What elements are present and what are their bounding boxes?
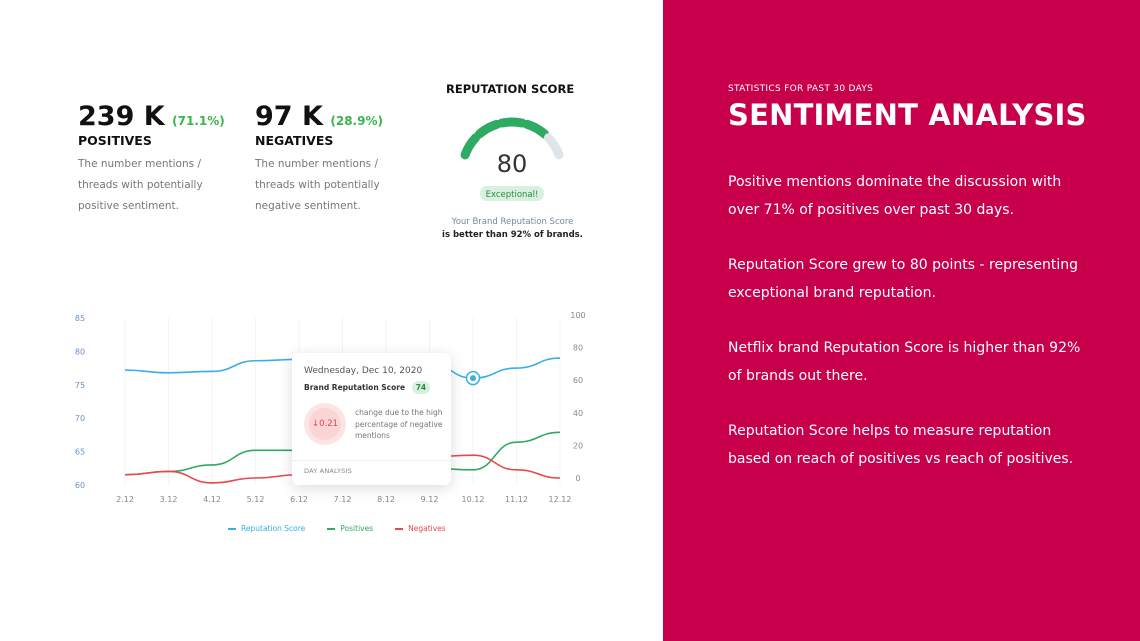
reputation-note: Your Brand Reputation Score is better th… xyxy=(440,216,585,242)
x-tick: 11.12 xyxy=(505,495,528,504)
tooltip-metric: Brand Reputation Score 74 xyxy=(304,381,431,394)
reputation-note-line2: is better than 92% of brands. xyxy=(442,230,583,240)
y-right-tick: 60 xyxy=(573,376,583,385)
legend-item[interactable]: Reputation Score xyxy=(228,524,305,533)
x-tick: 4.12 xyxy=(203,495,221,504)
panel-paragraph: Positive mentions dominate the discussio… xyxy=(728,174,1062,218)
kpi-positives: 239 K (71.1%) POSITIVES The number menti… xyxy=(78,101,258,217)
x-tick: 10.12 xyxy=(462,495,485,504)
tooltip-delta-text: change due to the high percentage of neg… xyxy=(355,408,443,440)
reputation-title: REPUTATION SCORE xyxy=(446,82,575,96)
negatives-pct: (28.9%) xyxy=(330,114,383,128)
reputation-gauge: 80 Exceptional! xyxy=(460,117,564,201)
legend-label: Negatives xyxy=(408,524,446,533)
y-axis-right: 100 80 60 40 20 0 xyxy=(570,311,585,483)
x-tick: 9.12 xyxy=(421,495,439,504)
x-tick: 3.12 xyxy=(160,495,178,504)
x-tick: 12.12 xyxy=(549,495,572,504)
x-tick: 2.12 xyxy=(116,495,134,504)
x-axis: 2.12 3.12 4.12 5.12 6.12 7.12 8.12 9.12 10.12 11.… xyxy=(116,495,571,504)
tooltip-metric-badge: 74 xyxy=(411,381,431,394)
tooltip-divider xyxy=(292,460,451,461)
panel-paragraphs: Positive mentions dominate the discussio… xyxy=(728,168,1088,500)
legend-label: Positives xyxy=(340,524,374,533)
gauge-segment xyxy=(460,133,481,160)
highlight-dot xyxy=(470,375,476,382)
tooltip-date: Wednesday, Dec 10, 2020 xyxy=(304,366,423,376)
positives-label: POSITIVES xyxy=(78,133,152,148)
gauge-segment xyxy=(474,119,502,139)
y-left-tick: 80 xyxy=(75,347,85,356)
y-left-tick: 70 xyxy=(75,414,85,423)
highlight-marker xyxy=(465,370,481,386)
tooltip-metric-label: Brand Reputation Score xyxy=(304,383,406,392)
reputation-note-line1: Your Brand Reputation Score xyxy=(451,217,574,227)
legend-swatch xyxy=(228,527,236,530)
gauge-segment xyxy=(522,119,550,139)
legend-item[interactable]: Negatives xyxy=(395,524,446,533)
tooltip-delta-circle: ↓0.21 xyxy=(304,403,346,445)
y-left-tick: 65 xyxy=(75,448,85,457)
positives-pct: (71.1%) xyxy=(172,114,225,128)
tooltip-delta: ↓0.21 xyxy=(309,408,341,440)
x-tick: 8.12 xyxy=(377,495,395,504)
legend-item[interactable]: Positives xyxy=(327,524,373,533)
gauge-arcs xyxy=(460,117,564,160)
panel-headline: SENTIMENT ANALYSIS xyxy=(728,98,1087,132)
kpi-negatives: 97 K (28.9%) NEGATIVES The number mentio… xyxy=(255,101,435,217)
gauge-segment xyxy=(543,133,564,160)
y-right-tick: 40 xyxy=(573,409,583,418)
panel-paragraph: Reputation Score helps to measure reputa… xyxy=(728,423,1074,467)
negatives-value: 97 K xyxy=(255,101,323,132)
positives-value: 239 K xyxy=(78,101,165,132)
panel-kicker: STATISTICS FOR PAST 30 DAYS xyxy=(728,84,874,94)
positives-desc: The number mentions / threads with poten… xyxy=(78,158,203,212)
y-right-tick: 100 xyxy=(570,311,585,320)
legend-swatch xyxy=(327,527,336,530)
chart-legend: Reputation Score Positives Negatives xyxy=(228,524,446,533)
x-tick: 6.12 xyxy=(290,495,308,504)
negatives-label: NEGATIVES xyxy=(255,133,334,148)
legend-swatch xyxy=(395,527,404,530)
panel-paragraph: Netflix brand Reputation Score is higher… xyxy=(728,340,1081,384)
legend-label: Reputation Score xyxy=(241,524,306,533)
reputation-badge: Exceptional! xyxy=(486,190,539,200)
y-right-tick: 0 xyxy=(575,474,580,483)
reputation-score: 80 xyxy=(497,150,528,178)
y-right-tick: 80 xyxy=(573,344,583,353)
panel-paragraph: Reputation Score grew to 80 points - rep… xyxy=(728,257,1078,301)
summary-panel: STATISTICS FOR PAST 30 DAYS SENTIMENT AN… xyxy=(663,0,1140,641)
y-left-tick: 60 xyxy=(75,481,85,490)
chart-tooltip: Wednesday, Dec 10, 2020 Brand Reputation… xyxy=(292,353,451,485)
x-tick: 7.12 xyxy=(334,495,352,504)
y-left-tick: 85 xyxy=(75,314,85,323)
tooltip-footer[interactable]: DAY ANALYSIS xyxy=(304,467,352,475)
x-tick: 5.12 xyxy=(247,495,265,504)
reputation-badge-bg xyxy=(480,186,544,201)
y-left-tick: 75 xyxy=(75,381,85,390)
gauge-segment xyxy=(497,117,527,128)
y-axis-left: 85 80 75 70 65 60 xyxy=(75,314,85,490)
y-right-tick: 20 xyxy=(573,441,583,450)
negatives-desc: The number mentions / threads with poten… xyxy=(255,158,380,212)
